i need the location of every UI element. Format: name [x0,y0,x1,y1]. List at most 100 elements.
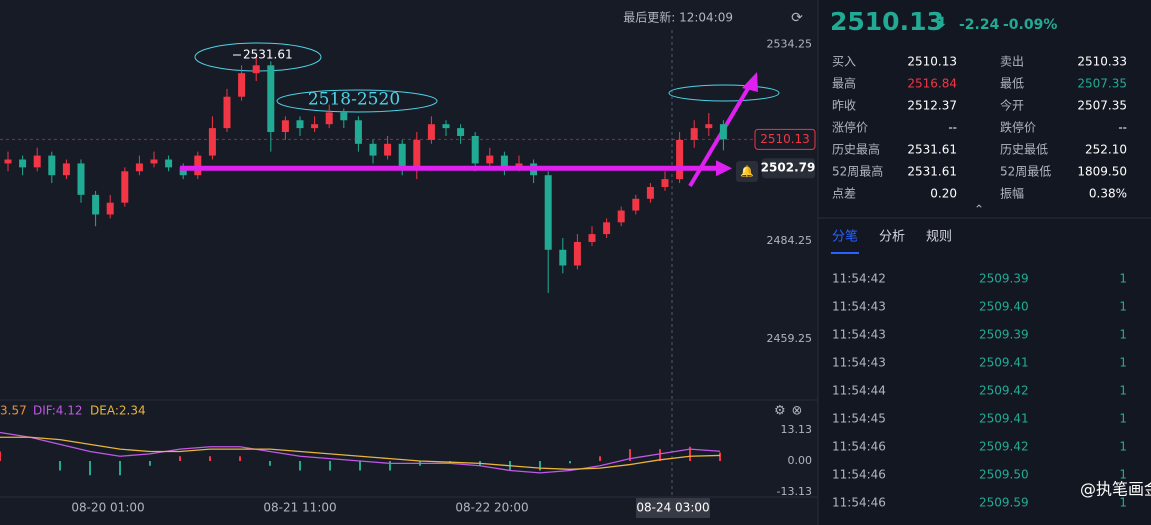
trade-time: 11:54:45 [832,412,886,426]
candle-body [500,155,508,168]
macd-bar [179,456,181,461]
quote-value: 2507.35 [1077,99,1127,113]
settings-icon[interactable]: ⚙ [774,404,786,419]
alert-button[interactable] [736,161,758,182]
price-tag [754,128,816,150]
candle-body [705,124,713,129]
candle-body [559,249,567,266]
candle-body [676,139,684,180]
candle-body [427,124,435,140]
candle-body [296,120,304,129]
legend-label: DEA:2.34 [90,404,146,418]
candle-body [398,143,406,168]
tab[interactable]: 分笔 [832,229,858,245]
trade-price: 2509.39 [979,272,1029,286]
tab[interactable]: 规则 [926,230,952,245]
trade-price: 2509.42 [979,440,1029,454]
macd-bar [359,461,361,471]
candle-body [603,222,611,235]
candle-body [457,128,465,136]
down-icon: ⬇ [936,15,948,31]
macd-line [0,431,721,474]
macd-bar [239,456,241,461]
candle-body [223,96,231,129]
candle-body [354,120,362,144]
candle-body [208,128,216,156]
trade-time: 11:54:44 [832,384,886,398]
quote-label: 点差 [832,187,856,201]
trade-price: 2509.41 [979,412,1029,426]
macd-bar [0,451,1,461]
candle-body [121,171,129,203]
macd-bar [329,461,331,471]
macd-bar [629,449,631,461]
candle-body [281,120,289,133]
trade-price: 2509.50 [979,468,1029,482]
x-tick-label: 08-22 20:00 [455,501,528,515]
quote-label: 历史最高 [832,142,880,157]
candle-body [4,159,12,164]
quote-change: -2.24 [959,17,1000,33]
candle-body [384,143,392,156]
quote-value: 2531.61 [907,143,957,157]
quote-label: 最高 [832,76,856,91]
legend-label: 3.57 [0,404,27,418]
quote-label: 跌停价 [1000,120,1036,135]
quote-label: 昨收 [832,99,856,113]
watermark: @执笔画金 [1080,480,1151,499]
candle-body [77,163,85,195]
close-icon[interactable]: ⊗ [792,404,803,419]
macd-bar [719,452,721,461]
quote-label: 52周最低 [1000,165,1051,179]
candle-body [719,124,727,140]
macd-bar [269,461,271,466]
quote-label: 涨停价 [832,120,868,135]
macd-bar [89,461,91,476]
candle-body [471,135,479,164]
alert-tag-label: 2502.79 [761,161,816,175]
candle-body [340,112,348,121]
quote-value: 0.38% [1089,187,1127,201]
candle-body [33,155,41,168]
x-tick-label: 08-21 11:00 [263,501,336,515]
trade-time: 11:54:42 [832,272,886,286]
quote-value: 2510.33 [1077,55,1127,69]
price-tag-label: 2510.13 [760,132,810,146]
quote-value: 1809.50 [1077,165,1127,179]
annotation-ellipse [276,89,438,113]
macd-bar [209,456,211,461]
alert-tag [762,158,815,179]
quote-label: 今开 [1000,98,1024,113]
trade-qty: 1 [1119,272,1127,286]
refresh-icon[interactable]: ⟳ [791,10,803,26]
bell-icon[interactable]: 🔔 [740,165,754,178]
candle-body [179,167,187,176]
y-tick-label: 13.13 [781,423,813,436]
quote-value: 2512.37 [907,99,957,113]
candle-body [150,159,158,164]
trade-price: 2509.42 [979,384,1029,398]
trade-price: 2509.40 [979,300,1029,314]
last-update: 最后更新: 12:04:09 [623,10,733,25]
quote-label: 卖出 [1000,55,1024,69]
macd-bar [689,446,691,461]
trade-time: 11:54:46 [832,496,886,510]
candle-body [690,128,698,140]
candle-body [92,194,100,215]
legend-label: DIF:4.12 [33,404,83,418]
candle-body [588,234,596,242]
candle-body [194,155,202,176]
trade-qty: 1 [1119,328,1127,342]
chart-bg [0,0,818,525]
trade-price: 2509.39 [979,328,1029,342]
candle-body [632,198,640,211]
candle-body [135,163,143,172]
macd-bar [389,461,391,471]
y-tick-label: -13.13 [777,485,812,498]
trade-qty: 1 [1119,440,1127,454]
candle-body [617,210,625,223]
macd-bar [119,461,121,476]
macd-bar [659,449,661,461]
tab[interactable]: 分析 [879,230,905,245]
